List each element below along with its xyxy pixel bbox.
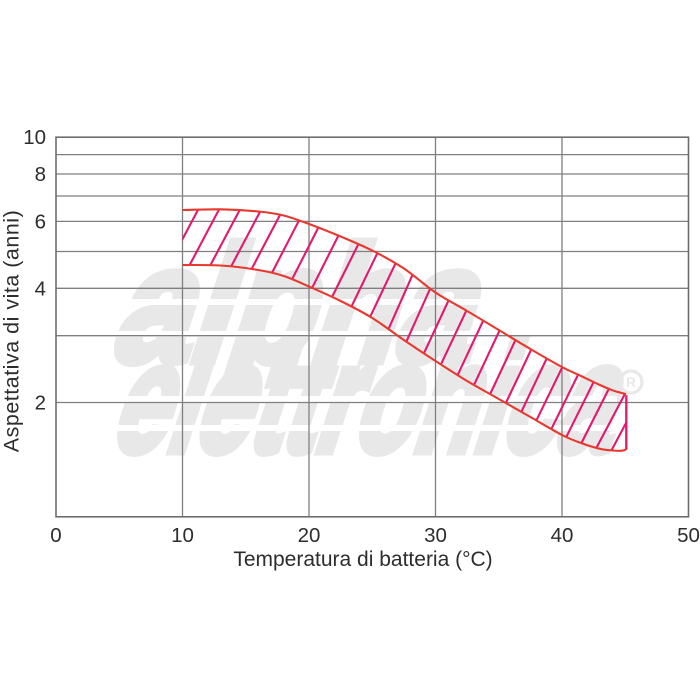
svg-text:20: 20: [298, 524, 321, 547]
svg-text:10: 10: [23, 126, 46, 149]
svg-text:R: R: [626, 375, 636, 390]
svg-text:0: 0: [50, 524, 61, 547]
svg-text:Aspettativa di vita (anni): Aspettativa di vita (anni): [0, 210, 24, 452]
svg-text:2: 2: [35, 392, 46, 415]
svg-text:50: 50: [677, 524, 700, 547]
svg-text:40: 40: [551, 524, 574, 547]
svg-text:4: 4: [35, 277, 46, 300]
svg-text:10: 10: [171, 524, 194, 547]
svg-text:30: 30: [424, 524, 447, 547]
svg-text:8: 8: [35, 163, 46, 186]
svg-text:Temperatura di batteria (°C): Temperatura di batteria (°C): [233, 548, 492, 571]
svg-text:6: 6: [35, 210, 46, 233]
